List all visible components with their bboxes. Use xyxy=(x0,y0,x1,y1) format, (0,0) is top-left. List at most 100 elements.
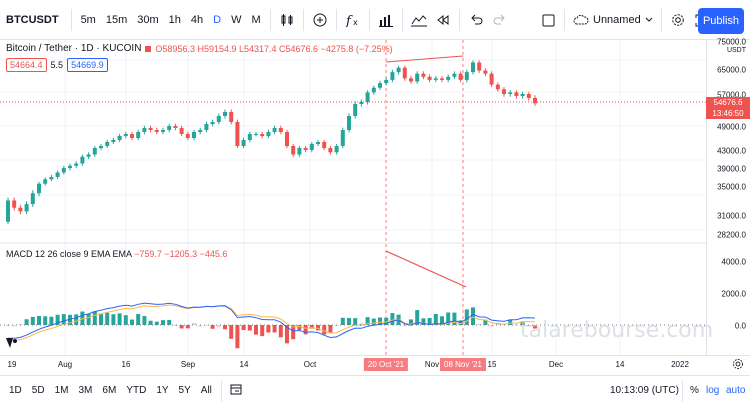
candle-body xyxy=(322,142,327,148)
candle-body xyxy=(471,62,475,73)
macd-histogram-bar xyxy=(309,325,314,329)
macd-values: −759.7 −1205.3 −445.6 xyxy=(134,249,228,259)
candles-icon[interactable] xyxy=(275,0,299,40)
range-ytd[interactable]: YTD xyxy=(126,385,147,396)
candle-body xyxy=(390,72,395,80)
gear-icon[interactable] xyxy=(666,0,690,40)
interval-w[interactable]: W xyxy=(231,13,242,26)
fullscreen-box-icon[interactable] xyxy=(536,0,560,40)
redo-icon[interactable] xyxy=(488,0,512,40)
time-tick: Dec xyxy=(548,360,564,369)
log-toggle[interactable]: log xyxy=(706,385,720,396)
range-3m[interactable]: 3M xyxy=(78,385,93,396)
candle-body xyxy=(384,79,389,84)
divider xyxy=(220,379,222,402)
interval-5m[interactable]: 5m xyxy=(80,13,96,26)
date-range-icon[interactable] xyxy=(226,383,246,398)
macd-histogram-bar xyxy=(483,319,488,325)
macd-histogram-bar xyxy=(489,325,494,327)
macd-histogram-bar xyxy=(148,320,153,325)
symbol-search[interactable]: BTCUSDT xyxy=(6,13,59,26)
macd-histogram-bar xyxy=(30,316,35,325)
candle-body xyxy=(452,73,457,77)
candle-body xyxy=(260,134,265,136)
macd-histogram-bar xyxy=(130,319,134,325)
interval-m[interactable]: M xyxy=(251,13,261,26)
chart-canvas[interactable] xyxy=(0,40,706,355)
candle-body xyxy=(235,122,240,146)
range-5y[interactable]: 5Y xyxy=(178,385,191,396)
candle-body xyxy=(334,146,339,153)
utc-clock[interactable]: 10:13:09 (UTC) xyxy=(610,385,679,396)
interval-group: 5m 15m 30m 1h 4h D W M xyxy=(76,14,266,26)
interval-1h[interactable]: 1h xyxy=(168,13,181,26)
macd-histogram-bar xyxy=(297,325,302,330)
layout-menu[interactable]: Unnamed xyxy=(569,0,657,40)
candle-body xyxy=(440,78,444,80)
auto-toggle[interactable]: auto xyxy=(726,385,746,396)
bottom-toolbar: 1D 5D 1M 3M 6M YTD 1Y 5Y All 10:13:09 (UTC) % lo… xyxy=(0,375,750,405)
macd-legend: MACD 12 26 close 9 EMA EMA −759.7 −1205.… xyxy=(6,249,227,259)
axis-settings-gear-icon[interactable] xyxy=(732,358,744,373)
percent-toggle[interactable]: % xyxy=(690,385,699,396)
candle-body xyxy=(117,136,122,140)
candle-body xyxy=(80,156,85,164)
macd-histogram-bar xyxy=(173,324,178,326)
range-all[interactable]: All xyxy=(200,385,212,396)
candle-body xyxy=(266,132,271,136)
macd-histogram-bar xyxy=(99,313,103,325)
range-1y[interactable]: 1Y xyxy=(156,385,169,396)
replay-icon[interactable] xyxy=(431,0,455,40)
macd-histogram-bar xyxy=(285,325,289,344)
candle-body xyxy=(508,92,513,94)
macd-histogram-bar xyxy=(241,325,246,331)
cloud-icon xyxy=(573,15,589,25)
publish-button[interactable]: Publish xyxy=(698,8,744,34)
trend-line xyxy=(385,250,467,288)
macd-histogram-bar xyxy=(123,315,128,325)
time-axis[interactable]: 19 Aug 16 Sep 14 Oct Nov 15 Dec 14 2022 20 Oct '21 0… xyxy=(0,355,750,375)
candle-body xyxy=(458,73,463,80)
undo-icon[interactable] xyxy=(464,0,488,40)
macd-histogram-bar xyxy=(440,316,444,325)
macd-histogram-bar xyxy=(446,312,451,325)
alert-icon[interactable] xyxy=(407,0,431,40)
macd-histogram-bar xyxy=(216,325,221,328)
price-tick: 43000.0 xyxy=(717,146,746,156)
chevron-down-icon xyxy=(645,17,653,22)
add-compare-icon[interactable] xyxy=(308,0,332,40)
financials-icon[interactable] xyxy=(374,0,398,40)
macd-histogram-bar xyxy=(111,314,116,325)
range-6m[interactable]: 6M xyxy=(102,385,117,396)
range-1d[interactable]: 1D xyxy=(9,385,22,396)
candle-body xyxy=(68,165,72,168)
range-5d[interactable]: 5D xyxy=(31,385,45,396)
tradingview-logo-icon xyxy=(6,338,20,351)
macd-histogram-bar xyxy=(353,318,358,325)
macd-histogram-bar xyxy=(384,317,389,325)
time-tick: 2022 xyxy=(671,360,689,369)
buy-price-box[interactable]: 54669.9 xyxy=(67,58,108,72)
sell-price-box[interactable]: 54664.4 xyxy=(6,58,47,72)
chart-pane[interactable]: Bitcoin / Tether · 1D · KUCOIN O58956.3 … xyxy=(0,40,713,355)
candle-body xyxy=(254,134,258,135)
range-1m[interactable]: 1M xyxy=(54,385,69,396)
candle-body xyxy=(148,128,153,130)
macd-histogram-bar xyxy=(142,316,147,325)
price-axis[interactable]: USDT 75000.0 65000.0 57000.0 49000.0 43000.0… xyxy=(706,38,750,355)
candle-body xyxy=(111,140,116,142)
macd-histogram-bar xyxy=(179,325,184,329)
candle-body xyxy=(123,134,128,136)
macd-histogram-bar xyxy=(371,318,376,325)
price-tick: 39000.0 xyxy=(717,164,746,174)
candle-body xyxy=(142,128,147,132)
candle-body xyxy=(241,140,246,146)
candle-body xyxy=(6,200,10,222)
interval-4h[interactable]: 4h xyxy=(190,13,204,26)
interval-30m[interactable]: 30m xyxy=(137,13,159,26)
interval-d[interactable]: D xyxy=(213,13,222,26)
watermark: talarebourse.com xyxy=(520,318,714,343)
axis-unit: USDT xyxy=(726,47,746,54)
interval-15m[interactable]: 15m xyxy=(105,13,128,26)
